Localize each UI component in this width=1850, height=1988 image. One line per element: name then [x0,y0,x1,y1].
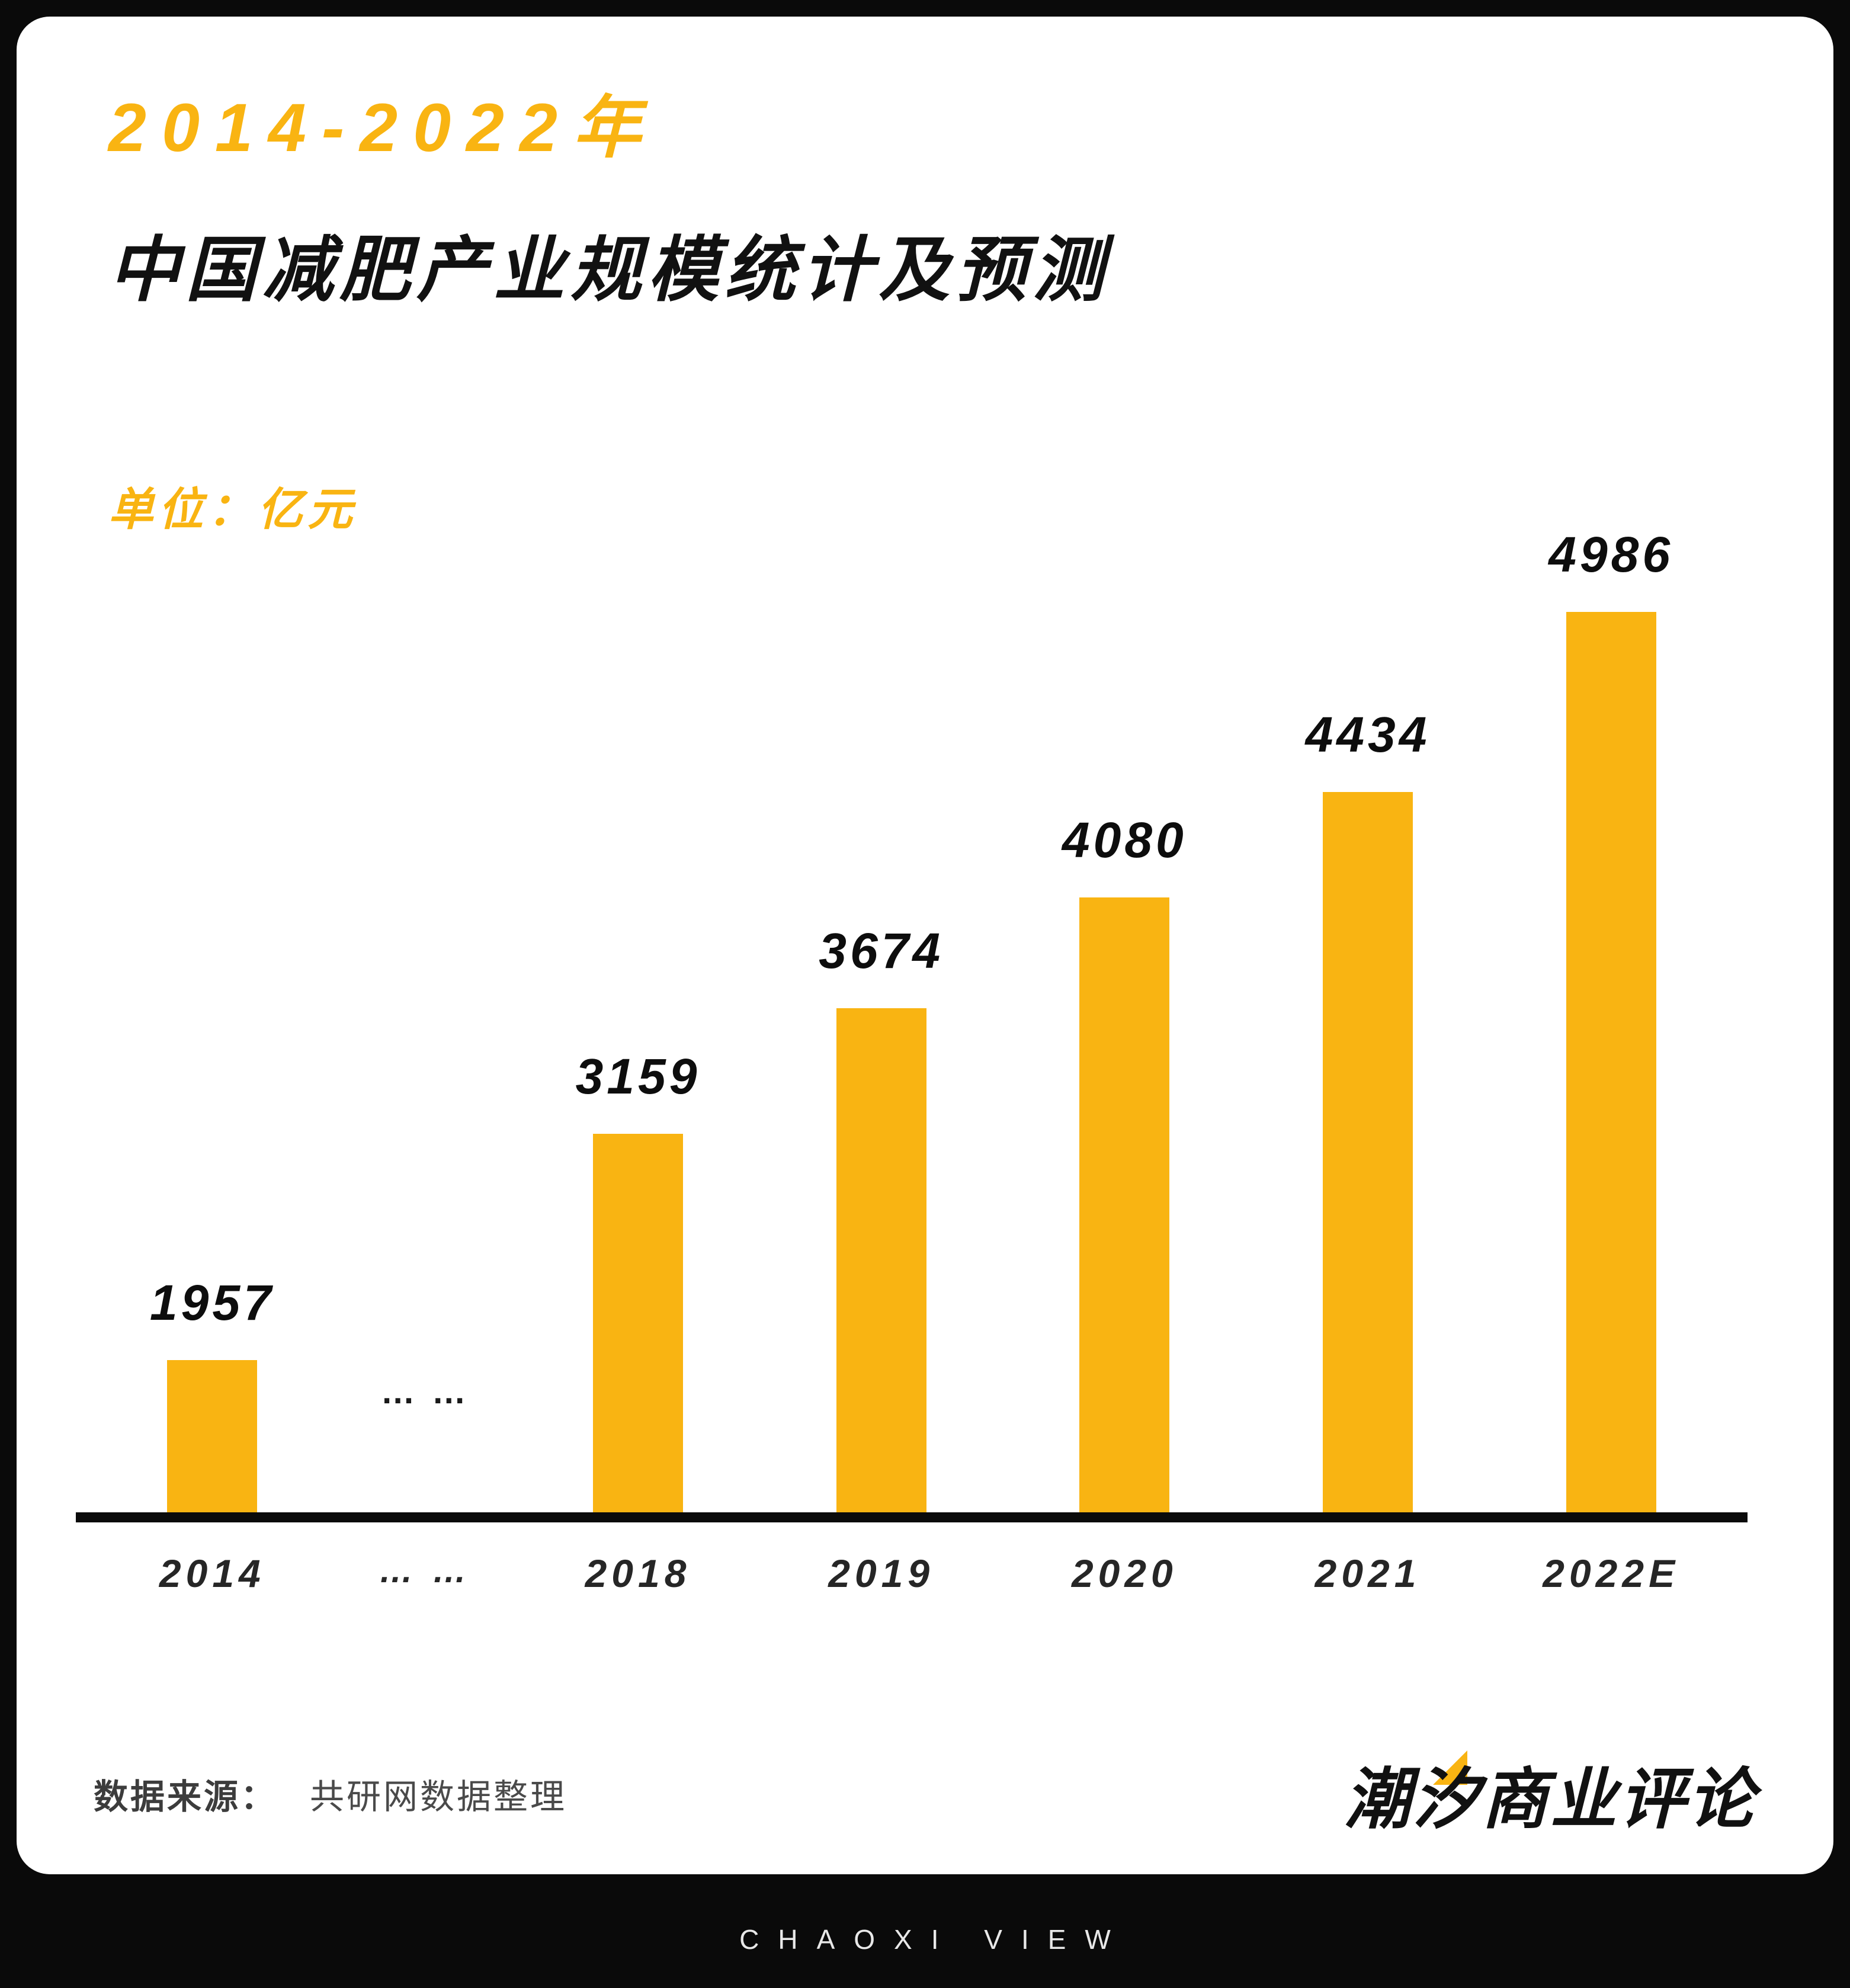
bar [1566,612,1656,1512]
bar-value-label: 3674 [819,923,944,979]
chart-bar-column: 3159 [517,553,760,1512]
x-axis-label: 2014 [159,1551,265,1595]
chart-bar-column: 4080 [1003,553,1246,1512]
bottom-bar-text: CHAOXI VIEW [739,1924,1130,1955]
logo-text: 潮汐商业评论 [1344,1762,1756,1836]
bar [1323,792,1413,1512]
data-source: 数据来源： 共研网数据整理 [94,1769,567,1819]
bar [593,1134,683,1512]
bar-value-label: 1957 [149,1275,275,1330]
page-title: 中国减肥产业规模统计及预测 [108,230,1110,310]
title-year-range: 2014-2022年 [108,90,656,166]
chart-bar-column: 4986 [1489,527,1733,1512]
chart-gap-column: … … [334,553,517,1512]
source-value: 共研网数据整理 [310,1778,567,1816]
bar-value-label: 3159 [575,1048,701,1104]
x-axis-label: 2018 [585,1551,691,1595]
footer: 数据来源： 共研网数据整理 潮汐商业评论 [94,1746,1756,1842]
bar [167,1360,258,1512]
chart-bar-column: 4434 [1246,553,1490,1512]
bar-value-label: 4434 [1305,707,1431,762]
x-axis-label: 2020 [1071,1551,1178,1595]
bar-value-label: 4986 [1548,527,1674,582]
bar [1079,897,1170,1512]
x-axis-labels: 2014 … … 2018 2019 2020 2021 2022E [76,1522,1748,1596]
source-label: 数据来源： [94,1778,278,1816]
bottom-bar: CHAOXI VIEW [0,1891,1850,1988]
x-axis-label: … … [379,1551,472,1590]
chart-plot-area: 1957 … … 3159 3674 4080 4434 4986 [76,527,1748,1522]
chart-bar-column: 3674 [759,553,1003,1512]
gap-dots: … … [380,1373,470,1411]
x-axis-label: 2021 [1314,1551,1421,1595]
brand-logo: 潮汐商业评论 [1344,1746,1756,1842]
unit-label: 单位：亿元 [108,485,357,535]
x-axis-label: 2022E [1543,1551,1680,1595]
bar [836,1008,926,1512]
bar-chart: 1957… … 3159 3674 4080 4434 4986 2014… … 2018 2… [76,527,1748,1596]
chart-bar-column: 1957 [91,553,334,1512]
x-axis-label: 2019 [828,1551,935,1595]
bar-value-label: 4080 [1062,812,1187,868]
infographic-card: 2014-2022年 中国减肥产业规模统计及预测 单位：亿元 1957 … … 31… [17,17,1833,1874]
